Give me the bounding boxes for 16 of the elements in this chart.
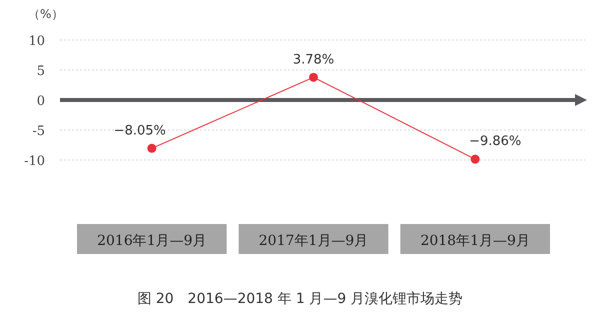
y-axis-title: （%） <box>28 7 64 21</box>
data-label: −8.05% <box>114 123 166 138</box>
y-tick-label: -5 <box>32 124 45 139</box>
point <box>309 72 318 82</box>
data-label: 3.78% <box>292 52 334 68</box>
x-tick-label: 2016年1月—9月 <box>97 233 207 249</box>
point <box>470 154 480 164</box>
data-label: −9.86% <box>469 134 522 150</box>
x-tick-label: 2017年1月—9月 <box>258 233 368 249</box>
y-tick-label: 10 <box>28 34 45 49</box>
x-tick-label: 2018年1月—9月 <box>420 233 530 249</box>
y-tick-label: 5 <box>36 64 45 79</box>
text: 图 20 2016—2018 年 1 月—9 月溴化锂市场走势 <box>137 291 463 307</box>
point <box>147 144 156 153</box>
y-tick-label: 0 <box>36 94 45 109</box>
y-tick-label: -10 <box>24 154 45 169</box>
